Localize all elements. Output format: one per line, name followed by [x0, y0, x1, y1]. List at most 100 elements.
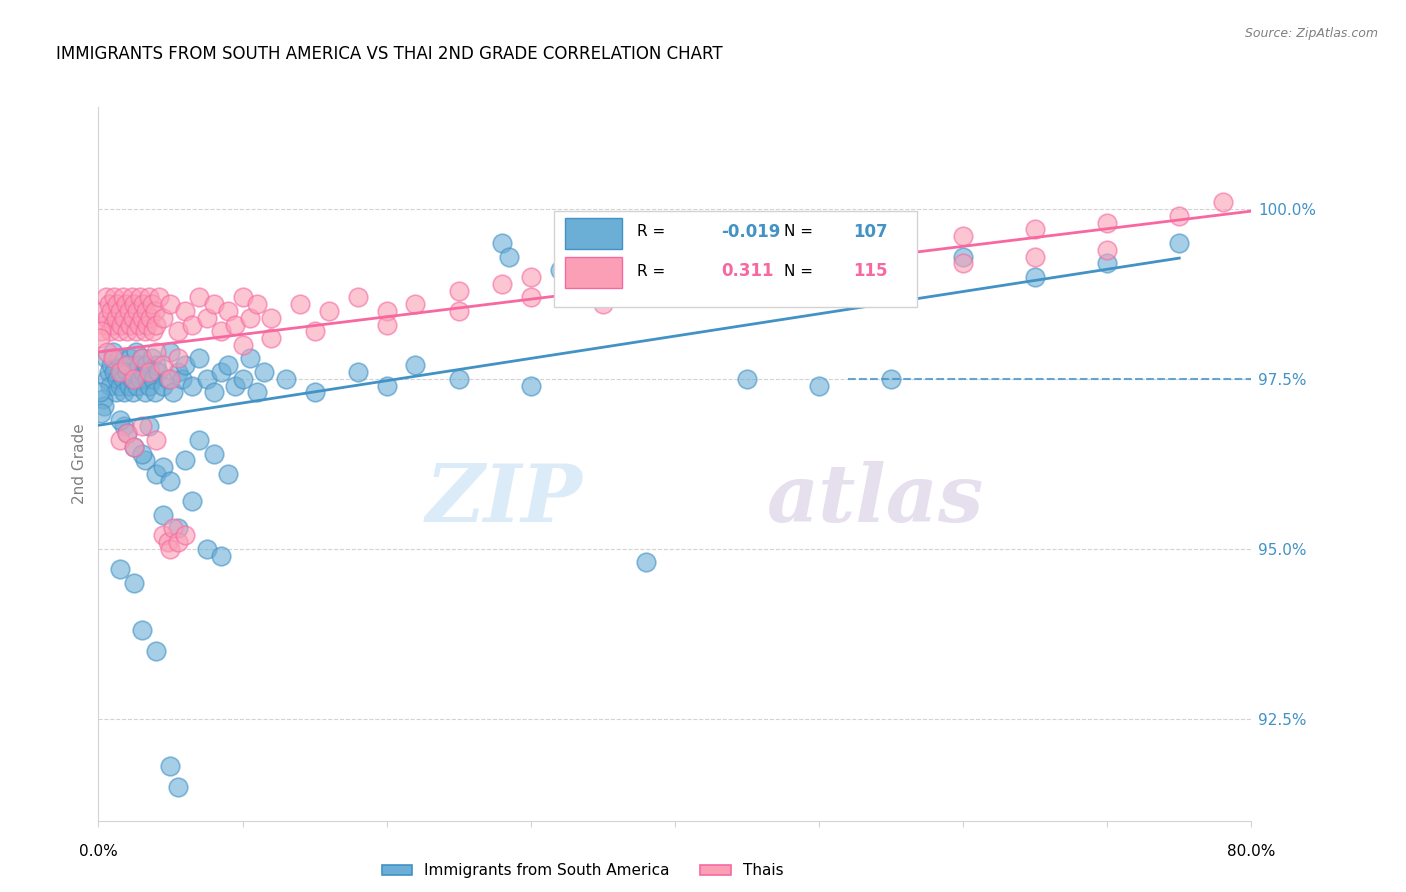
Point [152, 359, 174, 373]
Point [127, 304, 149, 318]
Point [159, 372, 181, 386]
Point [1024, 250, 1046, 264]
Point [231, 290, 254, 304]
Point [166, 780, 188, 794]
Point [108, 304, 131, 318]
Point [108, 562, 131, 576]
Point [152, 508, 174, 522]
Point [100, 304, 122, 318]
Point [120, 318, 142, 332]
Point [239, 310, 262, 325]
Point [139, 365, 162, 379]
Text: 0.311: 0.311 [721, 262, 773, 280]
Point [120, 351, 142, 366]
Text: ZIP: ZIP [426, 461, 582, 538]
Point [148, 290, 170, 304]
Point [132, 297, 155, 311]
Point [735, 277, 758, 291]
Point [181, 494, 204, 508]
Point [209, 549, 232, 563]
Point [195, 541, 218, 556]
Point [98, 324, 121, 338]
Point [174, 359, 197, 373]
Point [202, 385, 225, 400]
Point [129, 372, 152, 386]
Point [93, 399, 115, 413]
Point [145, 467, 167, 481]
Point [1024, 222, 1046, 236]
Point [807, 243, 830, 257]
Point [166, 351, 188, 366]
Point [405, 297, 427, 311]
Point [131, 351, 153, 366]
Point [156, 535, 179, 549]
Point [346, 365, 368, 379]
Point [498, 250, 520, 264]
Point [209, 365, 232, 379]
Point [105, 297, 128, 311]
Point [131, 351, 153, 366]
Point [346, 290, 368, 304]
Point [143, 385, 166, 400]
Point [136, 318, 159, 332]
Text: N =: N = [785, 264, 814, 278]
Point [159, 297, 181, 311]
Point [520, 269, 543, 284]
Point [592, 297, 614, 311]
Point [152, 460, 174, 475]
Point [520, 378, 543, 392]
Point [174, 304, 197, 318]
Point [131, 624, 153, 638]
Point [101, 351, 124, 366]
Point [174, 528, 197, 542]
Point [253, 365, 276, 379]
Point [107, 324, 129, 338]
Point [135, 304, 157, 318]
Point [103, 365, 125, 379]
Point [880, 263, 903, 277]
Point [224, 318, 246, 332]
Point [129, 290, 152, 304]
Point [103, 290, 125, 304]
Y-axis label: 2nd Grade: 2nd Grade [72, 424, 87, 504]
Point [125, 344, 148, 359]
Point [114, 359, 136, 373]
Text: atlas: atlas [768, 461, 984, 538]
Point [117, 359, 139, 373]
Point [152, 378, 174, 392]
Point [121, 372, 143, 386]
Point [231, 372, 254, 386]
Point [166, 521, 188, 535]
Point [124, 365, 146, 379]
Point [110, 365, 132, 379]
Point [90, 406, 112, 420]
FancyBboxPatch shape [565, 257, 621, 288]
Point [112, 385, 135, 400]
Point [195, 372, 218, 386]
Point [664, 256, 686, 270]
Point [304, 324, 326, 338]
Point [139, 310, 162, 325]
Point [125, 324, 148, 338]
Point [96, 372, 118, 386]
Text: R =: R = [637, 264, 665, 278]
Point [375, 318, 398, 332]
Point [110, 318, 132, 332]
Point [1024, 269, 1046, 284]
Point [91, 392, 114, 407]
Point [156, 372, 179, 386]
Point [124, 575, 146, 590]
Point [807, 378, 830, 392]
Point [141, 351, 163, 366]
Point [118, 304, 141, 318]
Text: 107: 107 [853, 223, 889, 241]
Point [117, 324, 139, 338]
Point [94, 351, 117, 366]
Point [447, 304, 470, 318]
Point [447, 284, 470, 298]
Point [217, 467, 239, 481]
Point [100, 359, 122, 373]
Point [735, 269, 758, 284]
Point [290, 297, 312, 311]
Point [138, 290, 160, 304]
